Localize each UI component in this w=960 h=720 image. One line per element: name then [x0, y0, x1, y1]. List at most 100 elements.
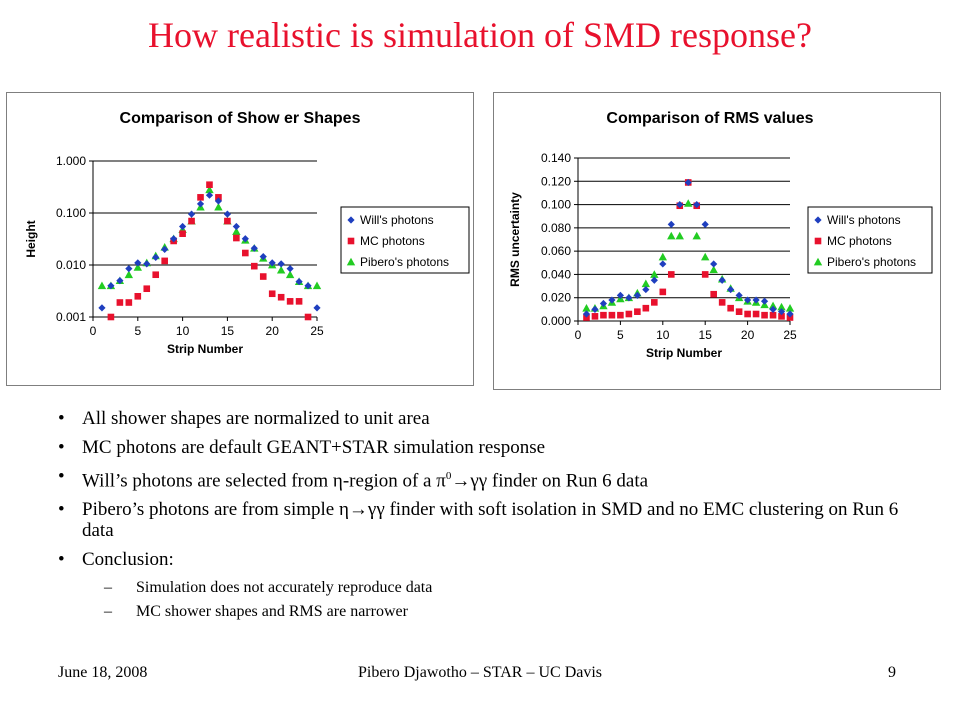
- data-point: [232, 222, 240, 231]
- data-point: [761, 311, 768, 319]
- y-axis-label: RMS uncertainty: [508, 192, 522, 287]
- data-point: [152, 271, 160, 279]
- data-point: [582, 303, 591, 312]
- data-point: [125, 265, 133, 273]
- data-point: [161, 257, 168, 265]
- data-point: [641, 279, 651, 288]
- shower-shapes-plot: Comparison of Show er Shapes 0.001 0.010 0.…: [24, 110, 470, 356]
- data-point: [304, 313, 312, 321]
- data-point: [600, 311, 607, 319]
- data-point: [268, 290, 276, 298]
- data-point: [709, 265, 718, 274]
- data-point: [710, 290, 717, 298]
- y-tick-label: 0.140: [541, 151, 571, 165]
- bullet-mc-photons: MC photons are default GEANT+STAR simula…: [58, 437, 918, 458]
- data-point: [744, 310, 751, 318]
- chart-title: Comparison of Show er Shapes: [120, 110, 361, 127]
- data-point: [760, 297, 769, 305]
- data-point: [143, 285, 151, 293]
- legend-entry: Will's photons: [827, 213, 901, 227]
- data-point: [752, 296, 760, 304]
- data-point: [684, 178, 692, 187]
- data-point: [259, 253, 267, 261]
- data-point: [214, 202, 223, 211]
- rms-values-chart: Comparison of RMS values 0.000 0.020 0.040 0…: [493, 92, 941, 390]
- data-point: [692, 231, 701, 240]
- chart-title: Comparison of RMS values: [606, 110, 813, 127]
- data-point: [625, 294, 633, 302]
- footer-author: Pibero Djawotho – STAR – UC Davis: [357, 664, 603, 681]
- data-point: [205, 185, 214, 194]
- data-point: [718, 299, 726, 306]
- y-tick-label: 0.040: [541, 267, 571, 281]
- data-point: [107, 313, 115, 321]
- bullet-wills-photons: Will’s photons are selected from η-regio…: [58, 466, 918, 491]
- data-point: [187, 210, 196, 218]
- data-point: [304, 282, 312, 290]
- data-point: [197, 194, 204, 201]
- data-point: [718, 276, 726, 284]
- data-point: [651, 299, 658, 306]
- data-point: [313, 304, 321, 312]
- data-point: [625, 310, 633, 318]
- data-point: [777, 302, 786, 311]
- data-point: [778, 313, 785, 320]
- data-point: [701, 252, 710, 261]
- bullet-conclusion: Conclusion:: [58, 549, 918, 570]
- data-point: [134, 259, 142, 267]
- data-point: [179, 222, 187, 231]
- data-point: [214, 197, 223, 205]
- data-point: [196, 200, 205, 208]
- y-tick-label: 1.000: [56, 154, 86, 168]
- data-point: [161, 245, 169, 253]
- data-point: [286, 298, 294, 305]
- data-point: [143, 260, 151, 268]
- legend-entry: MC photons: [827, 234, 892, 248]
- data-point: [312, 281, 322, 290]
- y-tick-label: 0.100: [541, 198, 571, 212]
- data-point: [188, 217, 195, 225]
- shower-shapes-chart: Comparison of Show er Shapes 0.001 0.010 0.…: [6, 92, 474, 386]
- data-point: [814, 216, 822, 224]
- data-point: [710, 260, 718, 268]
- data-point: [347, 216, 355, 224]
- sub-bullet-narrower: – MC shower shapes and RMS are narrower: [104, 603, 408, 621]
- data-point: [205, 191, 214, 199]
- x-tick-label: 20: [266, 324, 280, 338]
- data-point: [259, 273, 267, 280]
- data-point: [599, 299, 608, 308]
- y-tick-label: 0.010: [56, 258, 86, 272]
- x-tick-label: 20: [741, 328, 755, 342]
- data-point: [769, 305, 777, 313]
- data-point: [591, 305, 599, 313]
- data-point: [667, 271, 675, 278]
- y-tick-label: 0.080: [541, 221, 571, 235]
- x-tick-label: 15: [221, 324, 235, 338]
- data-point: [285, 270, 295, 279]
- y-tick-label: 0.060: [541, 244, 571, 258]
- data-point: [295, 298, 303, 305]
- data-point: [735, 308, 743, 315]
- bullet-piberos-photons: Pibero’s photons are from simple η→γγ fi…: [58, 499, 918, 541]
- x-tick-label: 25: [310, 324, 324, 338]
- data-point: [250, 262, 258, 270]
- data-point: [346, 257, 356, 266]
- data-point: [242, 249, 249, 257]
- x-tick-label: 15: [699, 328, 713, 342]
- data-point: [634, 308, 641, 315]
- data-point: [659, 288, 667, 296]
- data-point: [125, 299, 133, 306]
- data-point: [347, 237, 355, 245]
- data-point: [752, 310, 760, 318]
- legend-entry: Pibero's photons: [360, 255, 449, 269]
- data-point: [667, 220, 675, 228]
- bullet-normalization: All shower shapes are normalized to unit…: [58, 408, 918, 429]
- page-number: 9: [888, 664, 896, 681]
- data-point: [650, 270, 659, 278]
- legend-box: [340, 206, 470, 274]
- data-point: [277, 293, 285, 301]
- data-point: [134, 293, 142, 300]
- series-triangle: [97, 185, 322, 290]
- data-point: [667, 231, 676, 240]
- x-tick-label: 0: [575, 328, 582, 342]
